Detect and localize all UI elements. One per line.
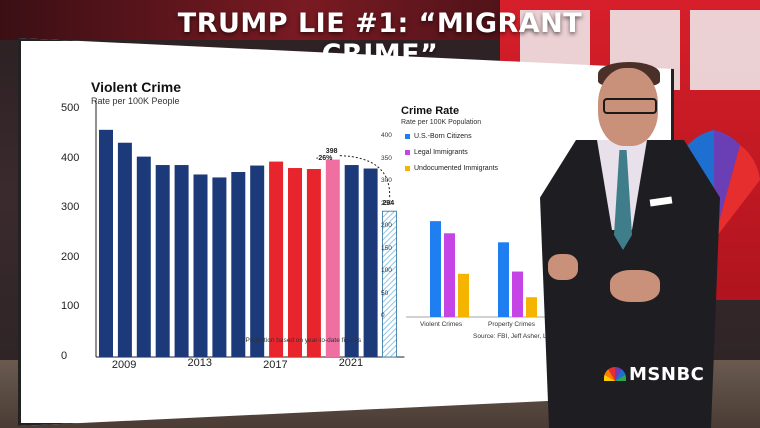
bar-2022 [363, 168, 378, 357]
bar-2008 [99, 129, 113, 357]
violent-crime-chart [95, 101, 405, 358]
anchor-head [598, 68, 658, 146]
legend-us-born: U.S.-Born Citizens [405, 133, 472, 140]
left-chart-subtitle: Rate per 100K People [91, 96, 180, 106]
right-ytick-0: 0 [381, 312, 385, 319]
bar-2012 [174, 165, 189, 357]
bar-2016 [250, 165, 265, 357]
bar-2013 [193, 174, 208, 357]
bar-2014 [212, 177, 227, 357]
left-ytick-100: 100 [61, 300, 80, 313]
peak-value-label: 398 [325, 147, 338, 155]
left-xtick-2009: 2009 [111, 359, 137, 371]
left-ytick-300: 300 [61, 201, 80, 214]
right-ytick-150: 150 [381, 244, 392, 252]
bar-2010 [136, 156, 151, 357]
right-chart-subtitle: Rate per 100K Population [401, 119, 482, 126]
left-ytick-500: 500 [61, 102, 80, 114]
bar-2011 [155, 165, 170, 357]
legend-undocumented: Undocumented Immigrants [405, 165, 498, 172]
source-note: Source: FBI, Jeff Asher, Ligh [473, 333, 556, 340]
bar-Property Crimes-U.S.-Born Citizens [498, 242, 509, 317]
bar-2023 [382, 210, 397, 358]
right-ytick-350: 350 [381, 154, 392, 162]
network-logo: MSNBC [604, 364, 704, 385]
right-ytick-100: 100 [381, 267, 392, 274]
projection-footnote: *Projection based on year-to-date figure… [243, 337, 362, 344]
bar-2015 [231, 171, 246, 357]
bar-Violent Crimes-Undocumented Immigrants [458, 273, 469, 317]
change-label: -26% [316, 155, 333, 162]
left-ytick-0: 0 [61, 350, 68, 362]
bar-Violent Crimes-U.S.-Born Citizens [430, 221, 441, 317]
right-ytick-50: 50 [381, 289, 389, 297]
legend-legal: Legal Immigrants [405, 149, 468, 156]
left-xtick-2021: 2021 [338, 357, 364, 369]
peacock-icon [604, 367, 626, 381]
right-ytick-250: 250 [381, 199, 392, 207]
anchor-tie [614, 150, 632, 250]
projected-value-label: 294 [382, 200, 395, 208]
bar-2021 [344, 165, 359, 357]
bar-2018 [288, 168, 302, 357]
right-xtick-0: Violent Crimes [420, 321, 463, 328]
left-chart-title: Violent Crime [91, 79, 181, 95]
right-xtick-1: Property Crimes [488, 321, 535, 328]
right-ytick-400: 400 [381, 132, 392, 139]
bar-Property Crimes-Legal Immigrants [512, 271, 523, 317]
bar-2017 [269, 161, 284, 357]
right-chart-title: Crime Rate [401, 105, 460, 117]
bar-2020 [325, 159, 340, 357]
right-ytick-300: 300 [381, 177, 392, 184]
anchor-glasses [603, 98, 657, 114]
bar-2019 [306, 169, 321, 357]
change-arrow [339, 155, 391, 200]
anchor-hand-left [548, 254, 578, 280]
left-ytick-200: 200 [61, 250, 80, 263]
right-ytick-200: 200 [381, 222, 392, 229]
anchor-hand [610, 270, 660, 302]
bar-Violent Crimes-Legal Immigrants [444, 233, 455, 317]
bar-2009 [117, 142, 132, 357]
left-xtick-2017: 2017 [263, 359, 288, 371]
left-xtick-2013: 2013 [187, 357, 212, 369]
left-ytick-400: 400 [61, 151, 80, 164]
bar-Property Crimes-Undocumented Immigrants [526, 297, 537, 317]
